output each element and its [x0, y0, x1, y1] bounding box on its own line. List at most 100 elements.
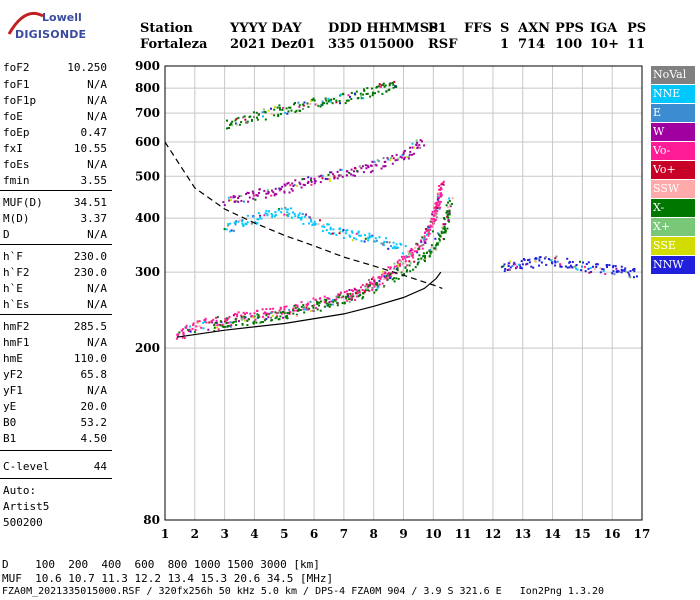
echo-point [346, 299, 349, 302]
echo-point [306, 304, 309, 307]
echo-point [271, 214, 274, 217]
param-key: fmin [3, 174, 30, 187]
header-value-axn: 714 [518, 37, 546, 52]
echo-point [325, 300, 327, 303]
echo-point [294, 111, 297, 113]
echo-point [327, 173, 330, 176]
echo-point [296, 184, 299, 187]
echo-point [301, 103, 304, 106]
echo-point [371, 91, 374, 94]
echo-point [267, 210, 270, 213]
echo-point [326, 102, 329, 105]
echo-point [357, 295, 360, 298]
echo-point [241, 323, 244, 325]
echo-point [559, 263, 562, 266]
echo-point [340, 169, 343, 171]
echo-point [432, 221, 435, 224]
echo-point [370, 235, 373, 238]
y-tick-label: 300 [135, 265, 160, 279]
echo-point [504, 268, 507, 270]
echo-point [316, 103, 319, 106]
echo-point [355, 238, 358, 241]
echo-point [325, 302, 328, 305]
x-tick-label: 3 [220, 527, 228, 541]
echo-point [305, 306, 308, 309]
echo-point [583, 265, 586, 268]
echo-point [267, 316, 270, 319]
echo-point [307, 176, 310, 179]
echo-point [448, 220, 450, 223]
echo-point [321, 174, 324, 177]
x-tick-label: 13 [514, 527, 531, 541]
echo-point [424, 254, 427, 257]
echo-point [436, 232, 439, 235]
param-row-3: foE N/A [3, 110, 107, 126]
echo-point [244, 319, 247, 322]
echo-point [514, 263, 517, 266]
param-row-17: hmE 110.0 [3, 352, 107, 368]
echo-point [360, 167, 363, 170]
echo-point [373, 285, 376, 288]
echo-point [246, 191, 249, 194]
echo-point [323, 295, 326, 298]
echo-point [319, 219, 321, 222]
echo-point [256, 194, 259, 197]
echo-point [252, 197, 255, 200]
echo-point [382, 285, 385, 288]
echo-point [286, 311, 289, 314]
echo-point [385, 275, 388, 278]
echo-point [285, 305, 288, 308]
echo-point [333, 97, 335, 100]
echo-point [429, 224, 432, 227]
echo-point [345, 99, 348, 102]
header-value-date: 2021 Dez01 [230, 37, 316, 52]
echo-point [329, 226, 332, 229]
echo-point [351, 295, 353, 298]
echo-point [312, 297, 315, 300]
echo-point [430, 217, 433, 220]
echo-point [327, 97, 330, 100]
echo-point [377, 90, 380, 93]
param-key: B1 [3, 432, 17, 445]
echo-point [266, 214, 269, 217]
echo-point [311, 224, 314, 226]
echo-point [392, 86, 395, 89]
x-tick-label: 17 [634, 527, 651, 541]
echo-point [417, 247, 420, 250]
echo-point [277, 311, 280, 314]
echo-point [189, 325, 192, 328]
echo-point [361, 165, 364, 168]
echo-point [528, 261, 531, 264]
echo-point [406, 156, 409, 159]
echo-point [381, 282, 384, 285]
echo-point [400, 271, 403, 274]
echo-point [307, 105, 310, 108]
echo-point [383, 85, 386, 88]
echo-point [235, 122, 237, 125]
echo-point [587, 261, 590, 264]
echo-point [335, 233, 338, 236]
echo-point [393, 265, 396, 268]
echo-point [434, 218, 437, 221]
echo-point [330, 300, 333, 303]
echo-point [264, 212, 267, 215]
echo-point [595, 266, 598, 268]
echo-point [345, 290, 348, 293]
echo-point [331, 232, 334, 235]
echo-point [581, 265, 583, 268]
echo-point [382, 165, 385, 168]
echo-point [371, 94, 374, 97]
echo-point [243, 315, 246, 318]
echo-point [283, 310, 286, 313]
echo-point [211, 321, 214, 324]
echo-point [391, 162, 394, 165]
echo-point [636, 275, 638, 278]
legend-item: X+ [651, 218, 695, 236]
echo-point [286, 211, 289, 214]
echo-point [267, 313, 270, 316]
echo-point [392, 157, 395, 160]
echo-point [599, 267, 602, 270]
echo-point [413, 250, 416, 253]
echo-point [234, 318, 237, 321]
echo-point [291, 189, 294, 192]
